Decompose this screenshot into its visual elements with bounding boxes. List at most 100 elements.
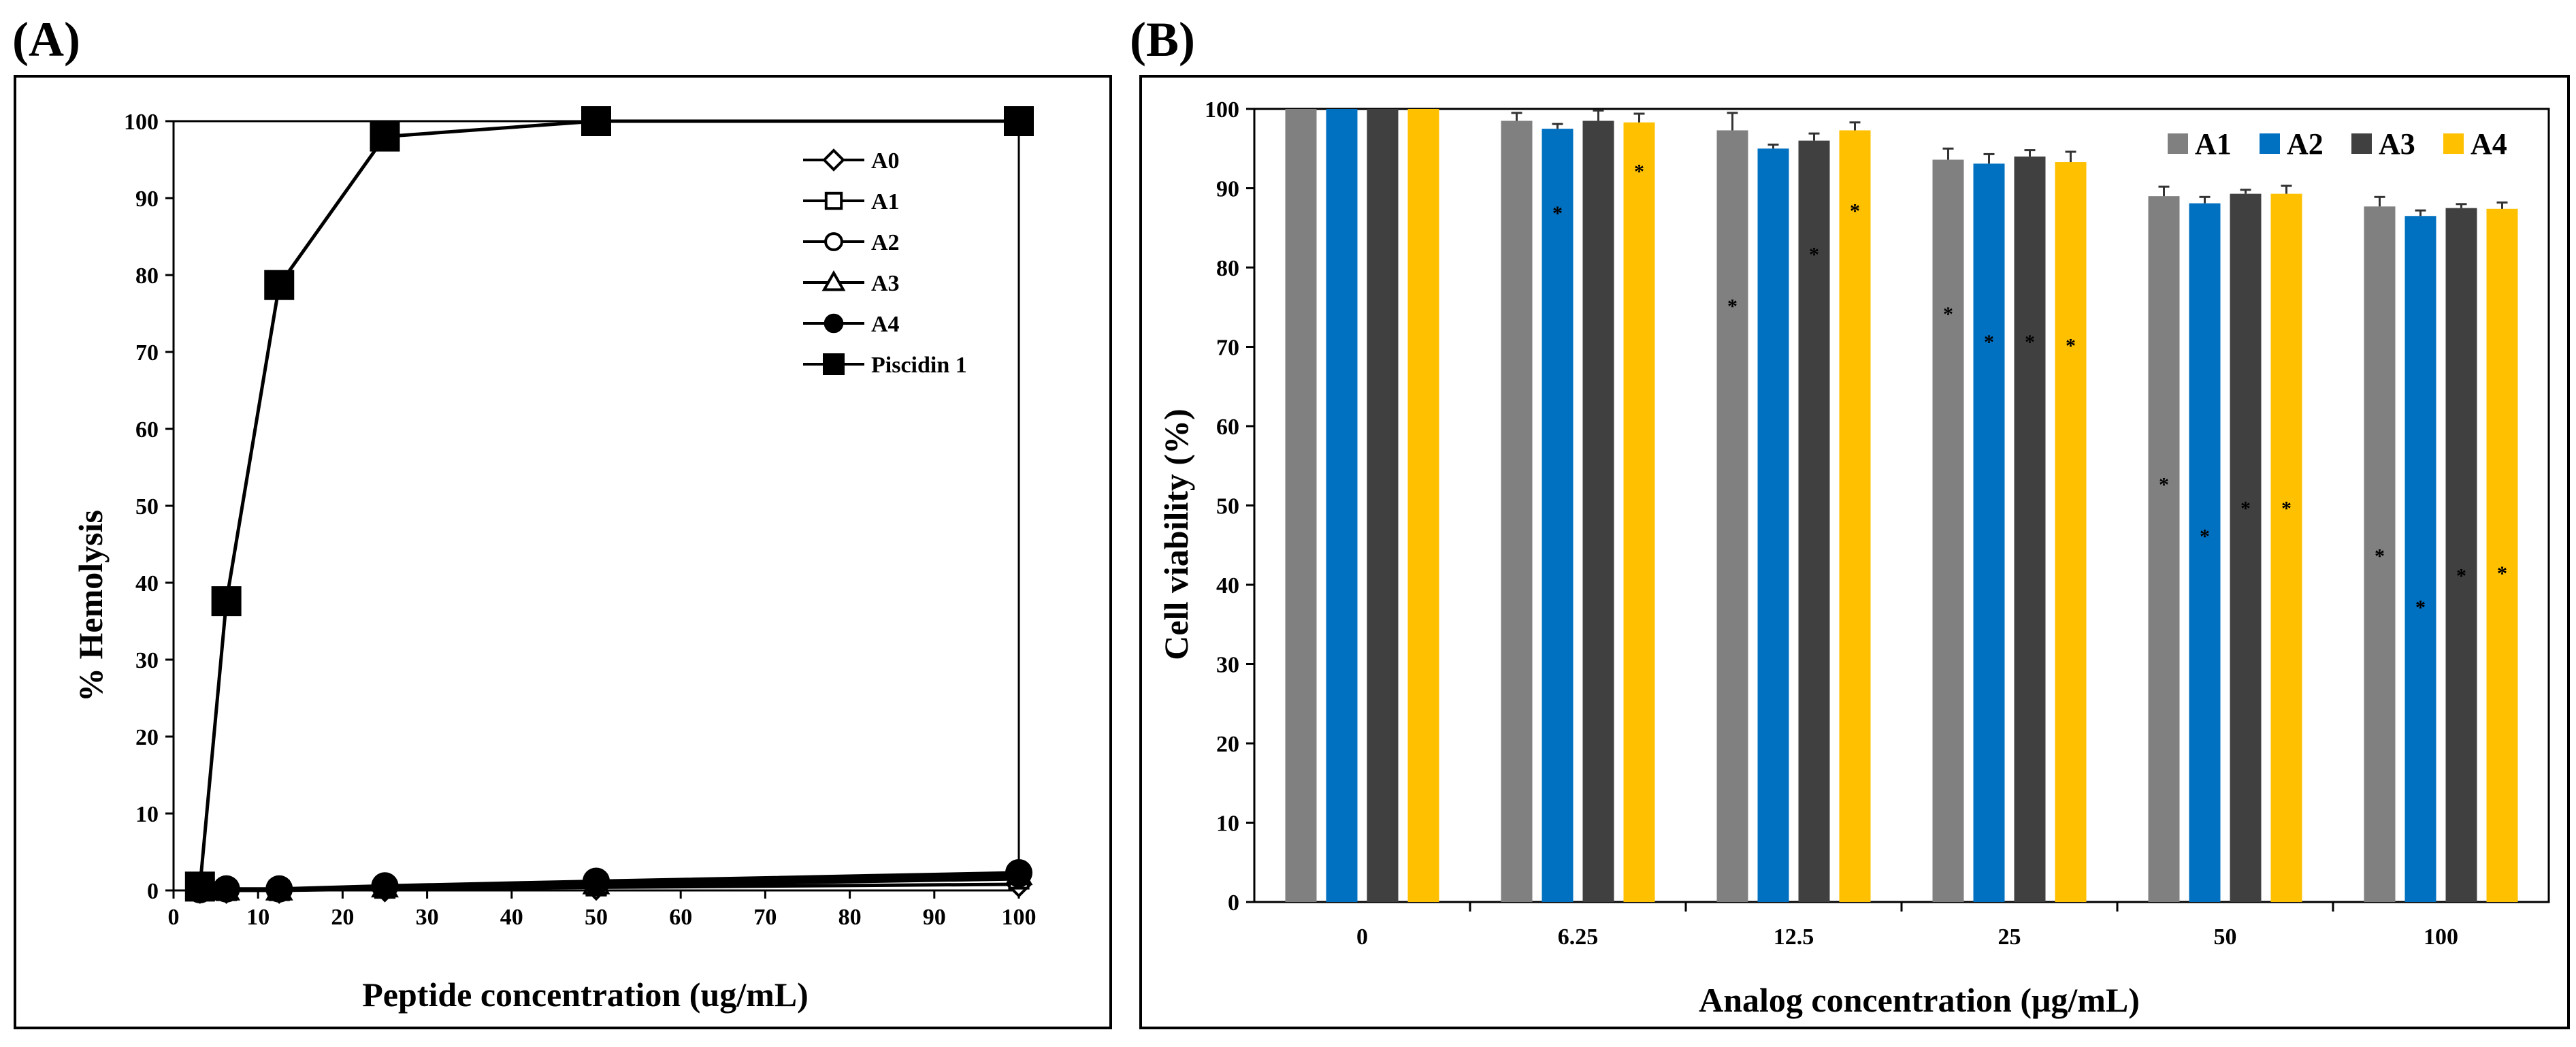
data-point-piscidin-1 <box>184 871 215 902</box>
y-tick-label: 20 <box>135 725 159 750</box>
x-tick-label: 25 <box>1998 924 2021 950</box>
legend-label: A4 <box>871 312 900 337</box>
bar-a4 <box>1839 130 1871 903</box>
y-tick-label: 90 <box>1216 177 1239 202</box>
significance-mark: * <box>2497 562 2507 585</box>
significance-mark: * <box>2375 545 2385 567</box>
y-tick-label: 70 <box>1216 336 1239 361</box>
significance-mark: * <box>2240 498 2251 520</box>
data-point-piscidin-1 <box>370 121 400 152</box>
legend-label: A1 <box>2195 127 2232 161</box>
x-tick-label: 12.5 <box>1774 924 1814 950</box>
significance-mark: * <box>1809 244 1819 266</box>
bar-a1 <box>1716 130 1748 903</box>
data-point-a4 <box>265 875 293 903</box>
panel-a-label: (A) <box>12 12 80 67</box>
y-tick-label: 60 <box>1216 415 1239 440</box>
significance-mark: * <box>2025 331 2035 353</box>
significance-mark: * <box>1552 202 1563 225</box>
bar-a4 <box>2486 208 2518 902</box>
significance-mark: * <box>1984 331 1994 353</box>
legend-label: A3 <box>871 271 900 296</box>
bar-a3 <box>2445 208 2477 902</box>
bar-a3 <box>1798 140 1830 903</box>
bar-a1 <box>1932 159 1964 902</box>
legend-marker <box>823 353 845 375</box>
bar-a2 <box>2404 216 2436 902</box>
legend-label: A0 <box>871 148 900 174</box>
x-tick-label: 10 <box>246 905 270 930</box>
legend-label: A3 <box>2379 127 2415 161</box>
bar-a2 <box>2189 203 2221 902</box>
legend-label: A4 <box>2471 127 2507 161</box>
y-tick-label: 0 <box>1228 890 1239 916</box>
panel-a-y-axis-title: % Hemolysis <box>71 510 110 702</box>
bar-a2 <box>1973 163 2005 902</box>
data-point-a4 <box>212 875 240 903</box>
significance-mark: * <box>2159 474 2169 496</box>
series-line-piscidin-1 <box>198 119 1019 887</box>
legend-swatch-a1 <box>2168 133 2188 154</box>
legend-marker <box>824 313 844 334</box>
panel-a-chart: 0 10 20 30 40 50 60 70 80 90 100 0 10 20 30 40 50 60 70 80 9… <box>124 106 1037 930</box>
legend-label: A1 <box>871 189 900 214</box>
significance-mark: * <box>1943 303 1953 325</box>
significance-mark: * <box>2415 596 2426 619</box>
bar-a1 <box>1285 109 1317 902</box>
significance-mark: * <box>2200 525 2210 547</box>
x-tick-label: 80 <box>838 905 862 930</box>
x-tick-label: 50 <box>585 905 608 930</box>
bar-a3 <box>1367 109 1399 902</box>
panel-b-chart: 0 10 20 30 40 50 60 70 80 90 100 0 6.25 * * 12.5 * * * 25 * *… <box>1205 97 2550 950</box>
data-point-a4 <box>583 867 610 895</box>
x-tick-label: 0 <box>1356 924 1368 950</box>
y-tick-label: 70 <box>135 340 159 366</box>
bar-a2 <box>1757 148 1789 902</box>
panel-b-y-axis-title: Cell viability (%) <box>1157 408 1195 660</box>
x-tick-label: 100 <box>2424 924 2458 950</box>
legend-marker <box>821 270 846 291</box>
legend-swatch-a4 <box>2443 133 2464 154</box>
panel-b-label: (B) <box>1130 12 1195 67</box>
data-point-piscidin-1 <box>1004 106 1034 136</box>
x-tick-label: 6.25 <box>1558 924 1599 950</box>
y-tick-label: 40 <box>135 571 159 596</box>
x-tick-label: 40 <box>500 905 523 930</box>
x-tick-label: 90 <box>923 905 946 930</box>
legend-marker <box>822 148 845 172</box>
bar-a1 <box>2148 196 2180 902</box>
significance-mark: * <box>2066 335 2076 357</box>
y-tick-label: 30 <box>1216 653 1239 678</box>
significance-mark: * <box>2281 498 2292 520</box>
bar-a2 <box>1326 109 1358 902</box>
y-tick-label: 90 <box>135 187 159 212</box>
data-point-a4 <box>371 872 399 900</box>
y-tick-label: 100 <box>124 110 159 135</box>
significance-mark: * <box>1634 160 1644 182</box>
y-tick-label: 100 <box>1205 97 1239 123</box>
bar-a4 <box>1407 109 1439 902</box>
legend-swatch-a3 <box>2351 133 2372 154</box>
x-tick-label: 20 <box>331 905 354 930</box>
significance-mark: * <box>2456 565 2466 587</box>
bar-a2 <box>1542 129 1574 902</box>
data-point-piscidin-1 <box>581 106 611 136</box>
legend-label: A2 <box>2287 127 2324 161</box>
bar-a4 <box>2055 162 2087 903</box>
y-tick-label: 30 <box>135 648 159 673</box>
panel-b-x-axis-title: Analog concentration (μg/mL) <box>1699 981 2140 1019</box>
y-tick-label: 50 <box>1216 494 1239 519</box>
x-tick-label: 60 <box>669 905 692 930</box>
legend-swatch-a2 <box>2260 133 2280 154</box>
y-tick-label: 80 <box>1216 256 1239 281</box>
bar-a3 <box>2014 156 2046 902</box>
y-tick-label: 20 <box>1216 732 1239 757</box>
bar-a4 <box>1623 122 1655 903</box>
legend-marker <box>824 232 843 251</box>
y-tick-label: 10 <box>135 802 159 827</box>
data-point-piscidin-1 <box>264 270 295 300</box>
data-point-a4 <box>1005 859 1032 887</box>
legend-marker <box>824 191 843 210</box>
bar-a4 <box>2270 193 2302 902</box>
